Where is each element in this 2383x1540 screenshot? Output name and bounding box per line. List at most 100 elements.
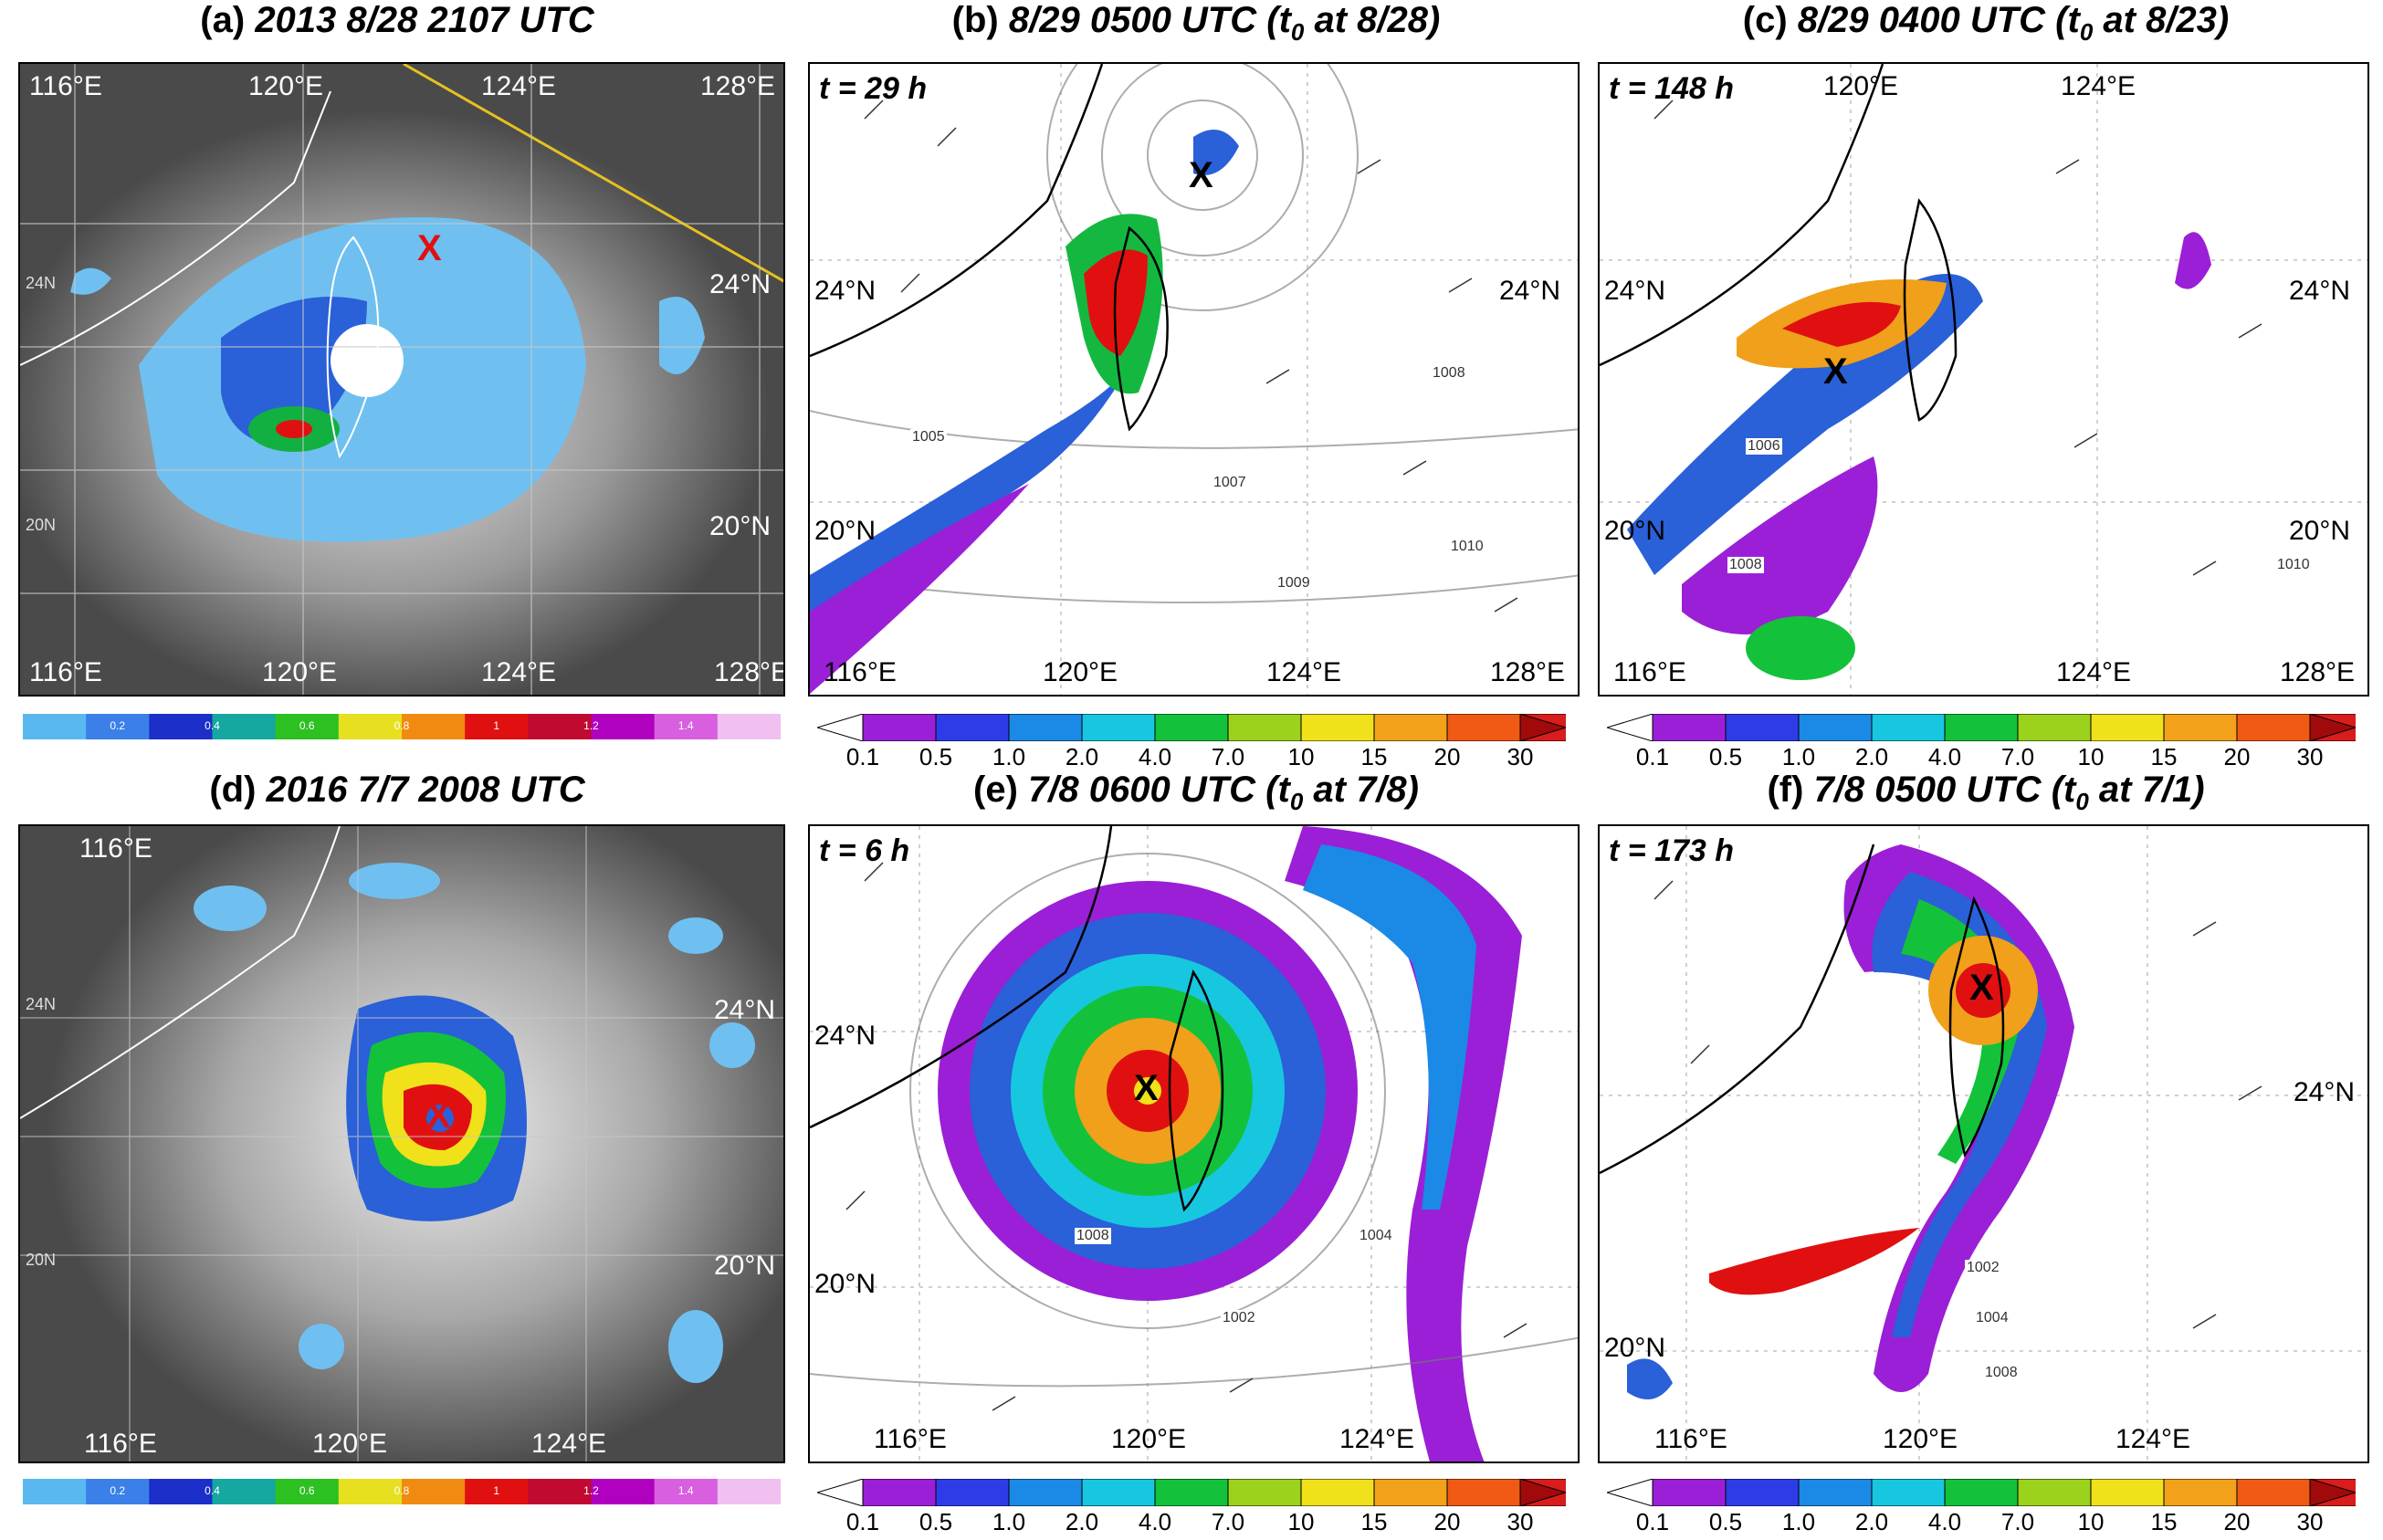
panel-c-imagery	[1600, 64, 2367, 695]
panel-a-typhoon-center-marker: X	[417, 228, 442, 268]
rain-colorbar-3-swatch-8	[1446, 1479, 1521, 1506]
panel-e-pressure-label: 1004	[1358, 1228, 1394, 1244]
panel-b-lon-bottom-1: 116°E	[824, 657, 897, 687]
rain-colorbar-2-swatch-7	[2163, 714, 2238, 741]
panel-b-title: (b) 8/29 0500 UTC (t0 at 8/28)	[951, 0, 1441, 46]
panel-d-title: (d) 2016 7/7 2008 UTC	[209, 770, 585, 810]
rain-colorbar-4-swatch-4	[1944, 1479, 2019, 1506]
panel-c-lon-bottom-3: 128°E	[2280, 657, 2356, 687]
rain-colorbar-2-tick: 2.0	[1854, 743, 1889, 770]
sat-colorbar-2-tick: 1	[493, 1484, 500, 1497]
rain-colorbar-1-swatch-2	[1008, 714, 1083, 741]
rain-colorbar-4-tick: 10	[2077, 1508, 2105, 1535]
rain-colorbar-4-swatch-0	[1652, 1479, 1727, 1506]
rain-colorbar-4-swatch-6	[2090, 1479, 2165, 1506]
rain-colorbar-4-swatch-8	[2236, 1479, 2311, 1506]
panel-f-lon-bottom-3: 124°E	[2115, 1424, 2191, 1454]
sat-colorbar-1-swatch-0	[23, 714, 88, 739]
rain-colorbar-1-tick: 15	[1360, 743, 1388, 770]
panel-e-lat-left-2: 20°N	[814, 1269, 877, 1299]
rain-colorbar-2-tick: 7.0	[2000, 743, 2035, 770]
panel-e-lon-bottom-2: 120°E	[1111, 1424, 1187, 1454]
panel-e-forecast-time: t = 6 h	[819, 833, 910, 868]
panel-a-imagery	[20, 64, 783, 695]
panel-a-lon-bottom-1: 116°E	[29, 657, 102, 687]
rain-colorbar-4-tick: 0.1	[1635, 1508, 1670, 1535]
panel-e-pressure-label: 1002	[1221, 1310, 1257, 1326]
rain-colorbar-2-under	[1607, 714, 1653, 741]
sat-colorbar-2-swatch-7	[465, 1479, 530, 1504]
panel-b-lat-left-2: 20°N	[814, 516, 877, 546]
panel-d-satellite-map: 116°E 116°E 120°E 124°E 24°N 20°N 24N 20…	[18, 824, 785, 1463]
panel-a-lat-right-2: 20°N	[709, 511, 772, 541]
rain-colorbar-1-tick: 0.1	[845, 743, 880, 770]
panel-a-lon-top-2: 120°E	[248, 71, 324, 101]
rain-colorbar-3-swatch-1	[935, 1479, 1010, 1506]
sat-colorbar-2-swatch-8	[528, 1479, 593, 1504]
panel-c-pressure-label: 1006	[1746, 438, 1782, 455]
rain-colorbar-2-over	[2309, 714, 2356, 741]
panel-e-typhoon-center-marker: X	[1134, 1068, 1159, 1108]
panel-d-lat-right-1: 24°N	[714, 995, 776, 1025]
rain-colorbar-2-tick: 30	[2296, 743, 2324, 770]
sat-colorbar-1-swatch-7	[465, 714, 530, 739]
panel-d-lon-bottom-3: 124°E	[531, 1429, 607, 1459]
rain-colorbar-3-tick: 0.1	[845, 1508, 880, 1535]
panel-b-colorbar-ticks: 0.1 0.5 1.0 2.0 4.0 7.0 10 15 20 30	[817, 741, 1566, 772]
panel-d-lon-top-1: 116°E	[79, 833, 152, 864]
sat-colorbar-2-swatch-11	[717, 1479, 781, 1504]
rain-colorbar-4-tick: 4.0	[1927, 1508, 1962, 1535]
panel-c-lon-bottom-1: 116°E	[1613, 657, 1686, 687]
panel-a-lat-left-2: 20N	[26, 516, 57, 534]
panel-e-colorbar-ticks: 0.1 0.5 1.0 2.0 4.0 7.0 10 15 20 30	[817, 1506, 1566, 1537]
sat-colorbar-1-swatch-5	[338, 714, 403, 739]
panel-d-typhoon-center-marker: X	[426, 1095, 451, 1136]
rain-colorbar-1-swatch-4	[1154, 714, 1229, 741]
panel-b-lat-left-1: 24°N	[814, 276, 877, 306]
panel-f-lon-bottom-1: 116°E	[1654, 1424, 1727, 1454]
sat-colorbar-1-tick: 1	[493, 719, 500, 732]
sat-colorbar-1-swatch-6	[402, 714, 467, 739]
rain-colorbar-4-swatch-3	[1871, 1479, 1946, 1506]
panel-d-imagery	[20, 826, 783, 1461]
sat-colorbar-1-swatch-11	[717, 714, 781, 739]
panel-c-lon-top-1: 120°E	[1823, 71, 1899, 101]
rain-colorbar-3-swatch-7	[1373, 1479, 1448, 1506]
rain-colorbar-4-tick: 0.5	[1708, 1508, 1743, 1535]
panel-c-lon-bottom-2: 124°E	[2056, 657, 2132, 687]
rain-colorbar-1-swatch-7	[1373, 714, 1448, 741]
panel-b-model-map: t = 29 h X 24°N 20°N 24°N 116°E 120°E 12…	[808, 62, 1580, 697]
rain-colorbar-3-tick: 7.0	[1211, 1508, 1245, 1535]
sat-colorbar-1-tick: 0.4	[205, 719, 220, 732]
panel-f-lat-right-1: 24°N	[2294, 1077, 2356, 1107]
rain-colorbar-2-swatch-5	[2017, 714, 2092, 741]
panel-c-pressure-label: 1010	[2275, 557, 2312, 573]
sat-colorbar-2-tick: 0.2	[110, 1484, 126, 1497]
rain-colorbar-1-over	[1519, 714, 1566, 741]
rain-colorbar-1-tick: 0.5	[919, 743, 953, 770]
panel-f-pressure-label: 1002	[1965, 1260, 2001, 1276]
rain-colorbar-3-tick: 0.5	[919, 1508, 953, 1535]
rain-colorbar-3-tick: 15	[1360, 1508, 1388, 1535]
rain-colorbar-3-swatch-6	[1300, 1479, 1375, 1506]
rain-colorbar-1-swatch-5	[1227, 714, 1302, 741]
panel-f-colorbar-ticks: 0.1 0.5 1.0 2.0 4.0 7.0 10 15 20 30	[1607, 1506, 2356, 1537]
panel-e-lon-bottom-1: 116°E	[874, 1424, 947, 1454]
sat-colorbar-2-swatch-4	[275, 1479, 340, 1504]
rain-colorbar-2-tick: 0.5	[1708, 743, 1743, 770]
sat-colorbar-2-tick: 0.6	[299, 1484, 315, 1497]
panel-b-pressure-label: 1008	[1431, 365, 1467, 382]
sat-colorbar-1-swatch-2	[149, 714, 214, 739]
panel-e-model-map: t = 6 h X 24°N 20°N 116°E 120°E 124°E 10…	[808, 824, 1580, 1463]
panel-c-title: (c) 8/29 0400 UTC (t0 at 8/23)	[1742, 0, 2230, 46]
panel-d-lat-left-1: 24N	[26, 995, 57, 1013]
rain-colorbar-3-tick: 30	[1506, 1508, 1534, 1535]
panel-b-pressure-label: 1007	[1212, 475, 1248, 491]
rain-colorbar-1-swatch-1	[935, 714, 1010, 741]
rain-colorbar-2-swatch-8	[2236, 714, 2311, 741]
rain-colorbar-3-tick: 10	[1287, 1508, 1315, 1535]
panel-f-lat-left-1: 20°N	[1604, 1333, 1666, 1363]
panel-c-forecast-time: t = 148 h	[1609, 71, 1735, 106]
rain-colorbar-1-tick: 7.0	[1211, 743, 1245, 770]
rain-colorbar-4-under	[1607, 1479, 1653, 1506]
